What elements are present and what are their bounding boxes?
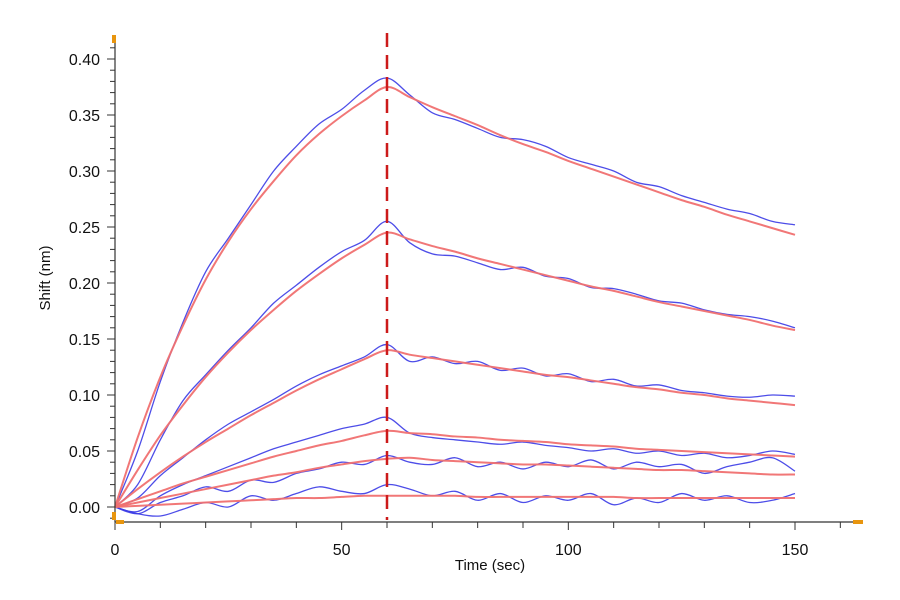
x-tick-label: 50 [333, 542, 351, 559]
y-tick-label: 0.10 [69, 388, 100, 405]
series-line-raw-1 [114, 77, 796, 508]
series-line-raw-6 [114, 483, 796, 517]
y-tick-label: 0.15 [69, 332, 100, 349]
series-line-raw-5 [114, 454, 796, 515]
y-axis-top-marker [112, 35, 116, 43]
axis-ticks [107, 47, 841, 530]
series-line-raw-2 [114, 220, 796, 508]
y-tick-label: 0.25 [69, 220, 100, 237]
x-tick-label: 0 [111, 542, 120, 559]
y-tick-label: 0.30 [69, 164, 100, 181]
y-tick-label: 0.20 [69, 276, 100, 293]
series-line-fit-3 [114, 349, 796, 508]
x-axis-title: Time (sec) [455, 557, 525, 574]
axis-end-markers [112, 35, 863, 524]
y-axis-bottom-marker [112, 512, 116, 520]
y-tick-label: 0.35 [69, 108, 100, 125]
series-line-fit-2 [114, 231, 796, 508]
y-tick-label: 0.00 [69, 500, 100, 517]
y-tick-label: 0.05 [69, 444, 100, 461]
series-line-raw-4 [114, 416, 796, 513]
x-axis-start-marker [116, 520, 124, 524]
tick-labels: 0.00 0.05 0.10 0.15 0.20 0.25 0.30 0.35 0.40 0 50 1… [69, 52, 809, 559]
x-tick-label: 100 [555, 542, 582, 559]
series-line-raw-3 [114, 343, 796, 508]
series-line-fit-4 [114, 429, 796, 508]
y-tick-label: 0.40 [69, 52, 100, 69]
x-tick-label: 150 [782, 542, 809, 559]
series-line-fit-6 [114, 494, 795, 508]
series-group [114, 77, 796, 517]
x-axis-end-marker [853, 520, 863, 524]
y-axis-title: Shift (nm) [37, 245, 54, 310]
series-line-fit-1 [114, 85, 796, 508]
series-line-fit-5 [114, 456, 795, 508]
